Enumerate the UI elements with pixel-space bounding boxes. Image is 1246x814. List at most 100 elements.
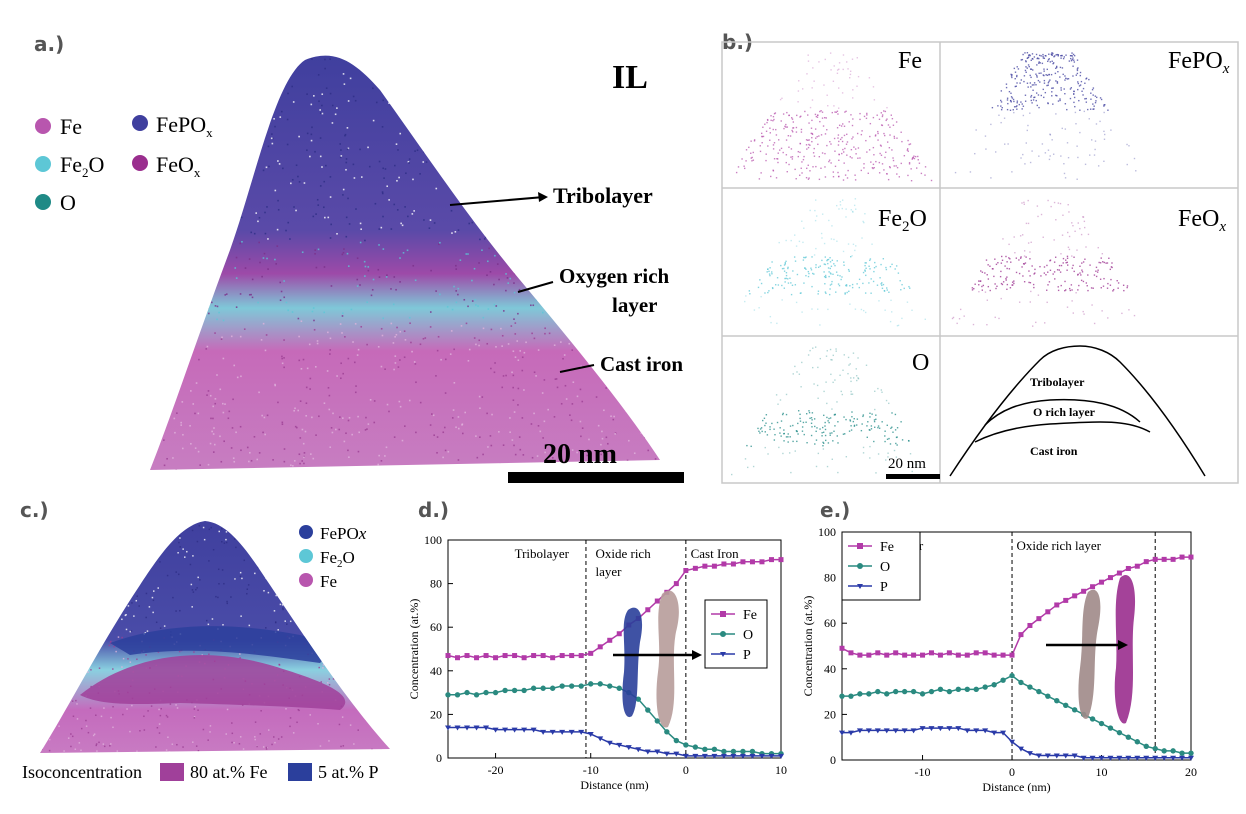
point-p: [1098, 755, 1105, 761]
panel-a-legend: Fe FePOx Fe2O FeOx O: [35, 112, 213, 215]
legend-fe-label: Fe: [60, 114, 82, 139]
point-fe: [1018, 632, 1024, 638]
point-fe: [1179, 554, 1185, 560]
point-fe: [920, 652, 926, 658]
point-o: [1045, 693, 1051, 699]
legend-o-dot: [35, 194, 51, 210]
point-fe: [778, 557, 784, 563]
y-axis-label: Concentration (at.%): [407, 599, 421, 700]
annotation-oxygen-rich: Oxygen rich: [559, 264, 670, 288]
point-o: [483, 689, 489, 696]
annotation-cast-iron: Cast iron: [600, 352, 683, 376]
point-fe: [1063, 597, 1069, 603]
point-fe: [721, 561, 727, 567]
point-o: [445, 692, 451, 698]
iso-p-label: 5 at.% P: [318, 762, 379, 782]
point-o: [1143, 743, 1149, 750]
point-o: [857, 691, 863, 697]
point-p: [865, 728, 872, 734]
point-p: [768, 753, 775, 759]
point-p: [1116, 755, 1123, 761]
point-fe: [973, 650, 979, 656]
panel-a-title: IL: [612, 59, 648, 96]
point-fe: [884, 652, 890, 658]
point-p: [559, 729, 566, 735]
point-fe: [493, 655, 499, 661]
point-o: [892, 688, 899, 695]
point-p: [1134, 755, 1141, 761]
point-p: [1161, 755, 1168, 761]
x-axis-label: Distance (nm): [580, 778, 648, 792]
point-p: [1053, 753, 1060, 759]
point-fe: [1134, 563, 1140, 569]
point-fe: [559, 653, 565, 659]
point-p: [883, 728, 890, 734]
y-tick-label: 0: [830, 753, 836, 767]
y-tick-label: 80: [430, 577, 442, 591]
x-tick-label: 0: [1009, 765, 1015, 779]
point-o: [1089, 716, 1096, 722]
point-p: [549, 729, 556, 735]
region-label: Oxide rich layer: [1017, 538, 1102, 553]
y-tick-label: 20: [824, 707, 836, 721]
point-p: [663, 751, 670, 757]
point-p: [511, 727, 518, 733]
point-o: [464, 689, 470, 696]
point-fe: [937, 652, 943, 658]
series-line-fe: [841, 556, 1191, 656]
point-o: [588, 681, 594, 687]
point-p: [1188, 755, 1194, 761]
tile-fepox-label: FePOx: [1168, 48, 1230, 77]
point-o: [1054, 698, 1060, 704]
y-tick-label: 0: [436, 751, 442, 765]
point-p: [1170, 755, 1177, 761]
point-o: [692, 744, 699, 750]
iso-fe-label: 80 at.% Fe: [190, 762, 267, 782]
point-p: [654, 749, 661, 755]
point-o: [1179, 750, 1185, 756]
point-o: [521, 687, 527, 694]
panel-b-figure: Fe FePOx Fe2O FeOx O 20 nm Tribolayer O …: [721, 41, 1239, 484]
point-p: [530, 727, 537, 733]
point-fe: [875, 650, 881, 656]
annotation-tribolayer: Tribolayer: [553, 183, 653, 208]
y-axis-label: Concentration (at.%): [801, 596, 815, 697]
tile-o-label: O: [912, 350, 929, 376]
point-fe: [474, 655, 480, 661]
chart-d: 0 20 40 60 80 100 -20 -10 0 10 Distance (nm) Concen…: [407, 533, 787, 792]
series-line-o: [842, 674, 1191, 754]
point-p: [758, 753, 765, 759]
point-o: [973, 686, 979, 693]
legend-entry: P: [880, 580, 888, 595]
legend-entry: O: [743, 628, 753, 643]
point-o: [839, 693, 845, 699]
point-o: [1125, 734, 1132, 740]
isosurface-inset: [622, 607, 643, 718]
point-o: [964, 686, 970, 693]
point-p: [955, 726, 962, 732]
tile-feox-label: FeOx: [1178, 206, 1226, 235]
point-fe: [1036, 616, 1042, 622]
legend-fe2o-label: Fe2O: [60, 152, 104, 180]
point-p: [673, 751, 680, 757]
legend-o-label: O: [60, 190, 76, 215]
point-fe: [455, 655, 461, 661]
panel-a-label: a.): [34, 32, 65, 56]
panel-a-figure: Fe FePOx Fe2O FeOx O IL Tribolayer Oxyge…: [35, 55, 684, 483]
point-fe: [1045, 609, 1051, 615]
legend-entry: Fe: [880, 540, 894, 555]
point-o: [673, 737, 680, 744]
point-o: [866, 691, 872, 697]
legend-c-fe2o: Fe2O: [320, 548, 355, 570]
point-o: [616, 685, 622, 691]
point-o: [955, 686, 962, 693]
point-fe: [964, 652, 970, 658]
point-p: [597, 736, 604, 742]
annotation-layer: layer: [612, 293, 657, 317]
point-p: [901, 728, 908, 734]
x-tick-label: -10: [583, 763, 599, 777]
point-p: [778, 753, 784, 759]
point-o: [749, 748, 756, 755]
point-p: [502, 727, 509, 733]
arrow-oxygen-layer: [517, 281, 554, 293]
